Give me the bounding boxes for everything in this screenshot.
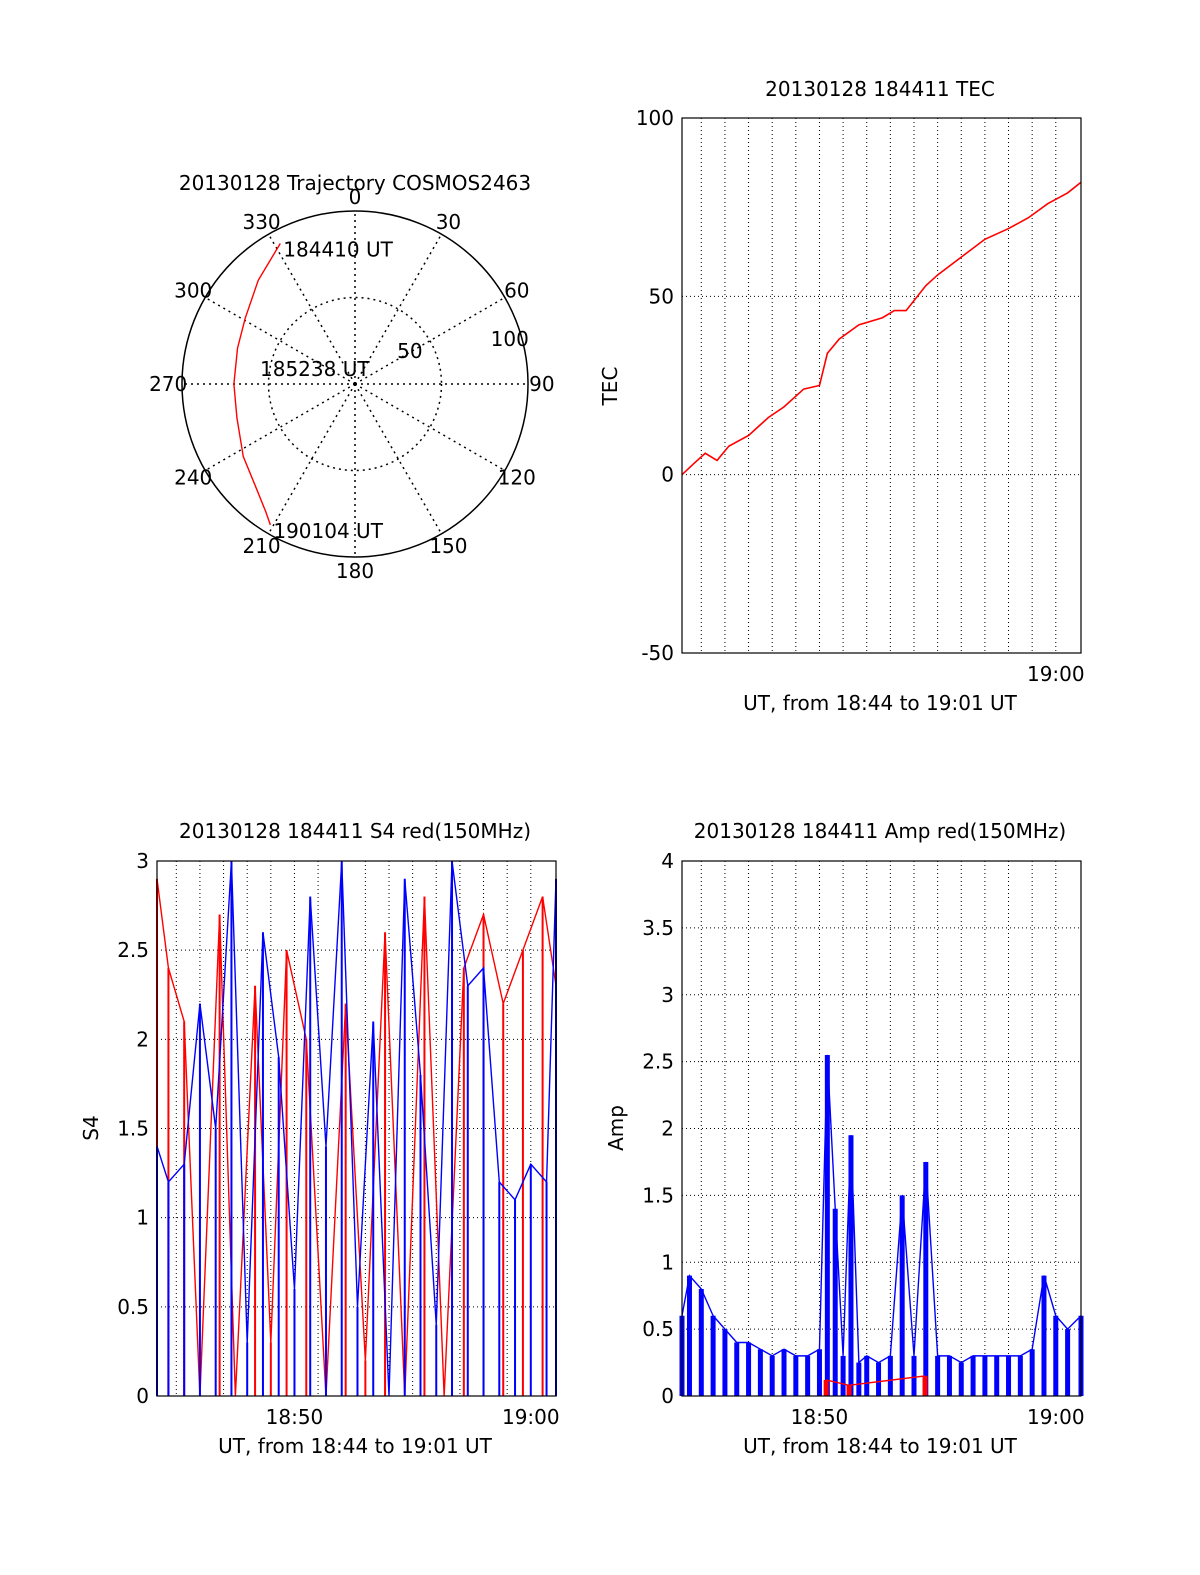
polar-angle-label: 90: [529, 372, 554, 396]
x-tick-label: 19:00: [502, 1405, 560, 1429]
polar-outer-circle: [181, 210, 529, 558]
y-tick-label: 2: [136, 1027, 149, 1051]
polar-spoke: [354, 296, 506, 385]
x-tick-label: 19:00: [1027, 662, 1085, 686]
trajectory-title: 20130128 Trajectory COSMOS2463: [179, 171, 531, 195]
amp-xlabel: UT, from 18:44 to 19:01 UT: [743, 1434, 1018, 1458]
series-line: [681, 181, 1082, 476]
polar-spoke: [204, 296, 356, 385]
y-tick-label: 0: [661, 463, 674, 487]
amp-ylabel: Amp: [604, 1105, 628, 1151]
polar-angle-label: 60: [504, 279, 529, 303]
tec-xlabel: UT, from 18:44 to 19:01 UT: [743, 691, 1018, 715]
y-tick-label: 1: [661, 1250, 674, 1274]
s4-ylabel: S4: [79, 1115, 103, 1140]
polar-angle-label: 30: [436, 210, 461, 234]
y-tick-label: 2: [661, 1117, 674, 1141]
x-tick-label: 18:50: [791, 1405, 849, 1429]
tec-ylabel: TEC: [598, 367, 622, 407]
y-tick-label: 3: [661, 983, 674, 1007]
trajectory-line: [233, 243, 281, 526]
polar-spoke: [354, 233, 443, 385]
polar-grid-circle: [267, 296, 443, 472]
polar-angle-label: 240: [174, 465, 212, 489]
s4-title: 20130128 184411 S4 red(150MHz): [179, 819, 531, 843]
y-tick-label: 50: [649, 284, 674, 308]
tec-panel: 20130128 184411 TEC UT, from 18:44 to 19…: [598, 77, 1085, 715]
y-tick-label: 1.5: [642, 1183, 674, 1207]
polar-spoke: [354, 383, 443, 535]
amp-panel: 20130128 184411 Amp red(150MHz) UT, from…: [604, 819, 1085, 1458]
y-tick-label: 100: [636, 106, 674, 130]
plot-frame: [681, 860, 1082, 1397]
y-tick-label: 0.5: [117, 1295, 149, 1319]
y-tick-label: 3: [136, 849, 149, 873]
polar-radius-label: 50: [397, 339, 422, 363]
polar-angle-label: 210: [242, 534, 280, 558]
y-tick-label: 0.5: [642, 1317, 674, 1341]
polar-angle-label: 180: [336, 559, 374, 583]
x-tick-label: 18:50: [266, 1405, 324, 1429]
x-tick-label: 19:00: [1027, 1405, 1085, 1429]
tec-title: 20130128 184411 TEC: [765, 77, 995, 101]
s4-xlabel: UT, from 18:44 to 19:01 UT: [218, 1434, 493, 1458]
trajectory-panel: 20130128 Trajectory COSMOS2463 0 30 60 90 12…: [149, 171, 555, 583]
y-tick-label: 0: [136, 1384, 149, 1408]
plot-frame: [156, 860, 557, 1397]
y-tick-label: 2.5: [117, 938, 149, 962]
polar-spoke: [267, 233, 356, 385]
polar-angle-label: 270: [149, 372, 187, 396]
polar-spoke: [267, 383, 356, 535]
y-tick-label: 0: [661, 1384, 674, 1408]
polar-radius-label: 100: [491, 327, 529, 351]
polar-angle-label: 300: [174, 279, 212, 303]
y-tick-label: 1: [136, 1206, 149, 1230]
polar-spoke: [204, 383, 356, 472]
trajectory-time-label: 185238 UT: [260, 357, 370, 381]
polar-angle-label: 150: [429, 534, 467, 558]
s4-panel: 20130128 184411 S4 red(150MHz) UT, from …: [79, 819, 560, 1458]
y-tick-label: 2.5: [642, 1050, 674, 1074]
plot-frame: [681, 117, 1082, 654]
polar-angle-label: 0: [349, 185, 362, 209]
series-line: [681, 1054, 1082, 1365]
y-tick-label: 1.5: [117, 1117, 149, 1141]
y-tick-label: 4: [661, 849, 674, 873]
polar-angle-label: 120: [498, 465, 536, 489]
amp-title: 20130128 184411 Amp red(150MHz): [694, 819, 1066, 843]
trajectory-time-label: 190104 UT: [273, 519, 383, 543]
polar-spoke: [354, 383, 506, 472]
y-tick-label: -50: [641, 641, 674, 665]
y-tick-label: 3.5: [642, 916, 674, 940]
polar-angle-label: 330: [242, 210, 280, 234]
trajectory-time-label: 184410 UT: [283, 237, 393, 261]
